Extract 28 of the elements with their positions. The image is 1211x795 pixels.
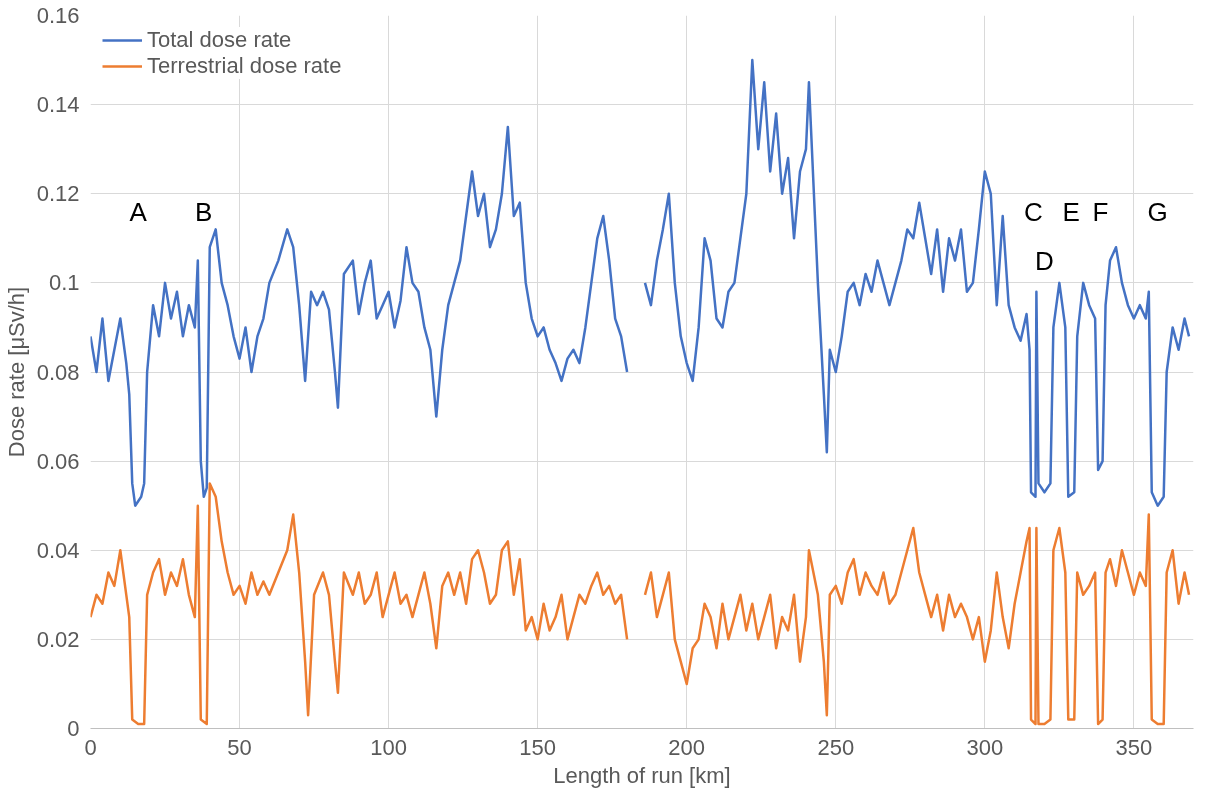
y-tick-label: 0.14 (36, 92, 80, 118)
y-axis-title: Dose rate [μSv/h] (3, 286, 29, 458)
y-tick-label: 0.04 (36, 537, 80, 563)
x-tick-label: 350 (1115, 734, 1153, 760)
x-tick-label: 0 (84, 734, 97, 760)
annotation: B (195, 196, 213, 227)
x-tick-label: 300 (966, 734, 1004, 760)
annotation: D (1035, 246, 1054, 277)
y-tick-label: 0 (67, 716, 80, 741)
y-tick-label: 0.02 (36, 626, 80, 652)
y-tick-label: 0.08 (36, 359, 80, 385)
x-tick-label: 50 (227, 734, 252, 760)
y-tick-label: 0.16 (36, 3, 80, 28)
x-axis-title: Length of run [km] (553, 762, 731, 788)
annotation: F (1092, 196, 1109, 227)
y-tick-label: 0.12 (36, 181, 80, 207)
y-tick-label: 0.06 (36, 448, 80, 474)
annotation: G (1147, 196, 1168, 227)
x-tick-label: 100 (370, 734, 407, 760)
annotation: E (1062, 196, 1080, 227)
y-tick-label: 0.1 (48, 270, 80, 296)
legend-label: Total dose rate (147, 27, 292, 53)
annotation: C (1023, 196, 1043, 227)
x-tick-label: 250 (817, 734, 855, 760)
x-tick-label: 150 (519, 734, 557, 760)
legend-label: Terrestrial dose rate (147, 53, 342, 79)
annotation: A (129, 196, 148, 227)
x-tick-label: 200 (668, 734, 706, 760)
